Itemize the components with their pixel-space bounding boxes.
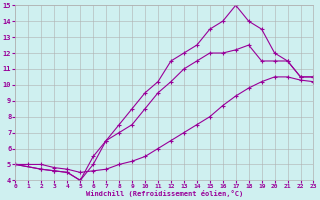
- X-axis label: Windchill (Refroidissement éolien,°C): Windchill (Refroidissement éolien,°C): [86, 190, 243, 197]
